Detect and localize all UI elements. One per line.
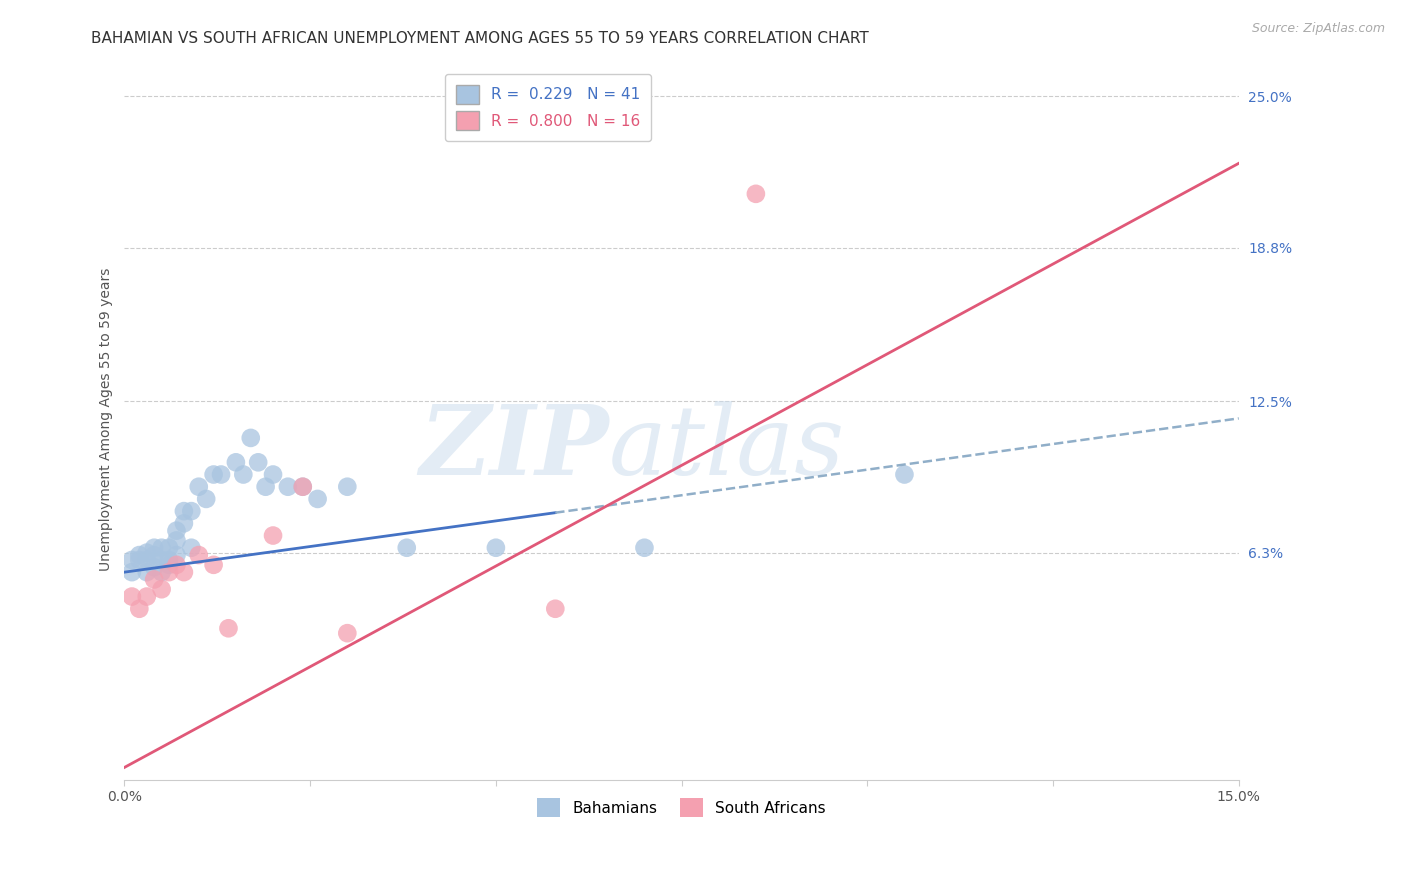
Legend: Bahamians, South Africans: Bahamians, South Africans xyxy=(529,789,835,826)
Point xyxy=(232,467,254,482)
Point xyxy=(128,548,150,562)
Point xyxy=(121,590,143,604)
Text: ZIP: ZIP xyxy=(419,401,609,495)
Point xyxy=(143,541,166,555)
Point xyxy=(336,626,359,640)
Point xyxy=(157,553,180,567)
Point xyxy=(291,480,314,494)
Point xyxy=(128,601,150,615)
Point xyxy=(135,553,157,567)
Point xyxy=(262,528,284,542)
Point xyxy=(173,516,195,531)
Point xyxy=(180,541,202,555)
Point xyxy=(395,541,418,555)
Point xyxy=(893,467,915,482)
Point xyxy=(166,524,188,538)
Point xyxy=(307,491,329,506)
Point xyxy=(135,546,157,560)
Point xyxy=(121,553,143,567)
Point xyxy=(150,553,173,567)
Point xyxy=(166,558,188,572)
Point xyxy=(157,565,180,579)
Point xyxy=(485,541,508,555)
Point xyxy=(173,504,195,518)
Point xyxy=(128,553,150,567)
Point xyxy=(173,565,195,579)
Point xyxy=(195,491,218,506)
Point xyxy=(150,541,173,555)
Point xyxy=(166,548,188,562)
Point xyxy=(633,541,655,555)
Point xyxy=(745,186,768,201)
Point xyxy=(277,480,299,494)
Point xyxy=(225,455,247,469)
Point xyxy=(187,480,209,494)
Point xyxy=(121,565,143,579)
Point xyxy=(166,533,188,548)
Point xyxy=(202,467,225,482)
Point xyxy=(157,541,180,555)
Point xyxy=(262,467,284,482)
Text: BAHAMIAN VS SOUTH AFRICAN UNEMPLOYMENT AMONG AGES 55 TO 59 YEARS CORRELATION CHA: BAHAMIAN VS SOUTH AFRICAN UNEMPLOYMENT A… xyxy=(91,31,869,46)
Point xyxy=(239,431,262,445)
Point xyxy=(135,590,157,604)
Point xyxy=(217,621,239,635)
Point xyxy=(247,455,270,469)
Point xyxy=(143,560,166,574)
Point xyxy=(202,558,225,572)
Point xyxy=(143,573,166,587)
Point xyxy=(150,565,173,579)
Point xyxy=(291,480,314,494)
Point xyxy=(150,582,173,597)
Point xyxy=(143,548,166,562)
Point xyxy=(180,504,202,518)
Point xyxy=(135,565,157,579)
Point xyxy=(209,467,232,482)
Point xyxy=(544,601,567,615)
Point xyxy=(157,558,180,572)
Point xyxy=(254,480,277,494)
Y-axis label: Unemployment Among Ages 55 to 59 years: Unemployment Among Ages 55 to 59 years xyxy=(100,268,114,571)
Point xyxy=(187,548,209,562)
Text: atlas: atlas xyxy=(609,401,845,495)
Point xyxy=(336,480,359,494)
Text: Source: ZipAtlas.com: Source: ZipAtlas.com xyxy=(1251,22,1385,36)
